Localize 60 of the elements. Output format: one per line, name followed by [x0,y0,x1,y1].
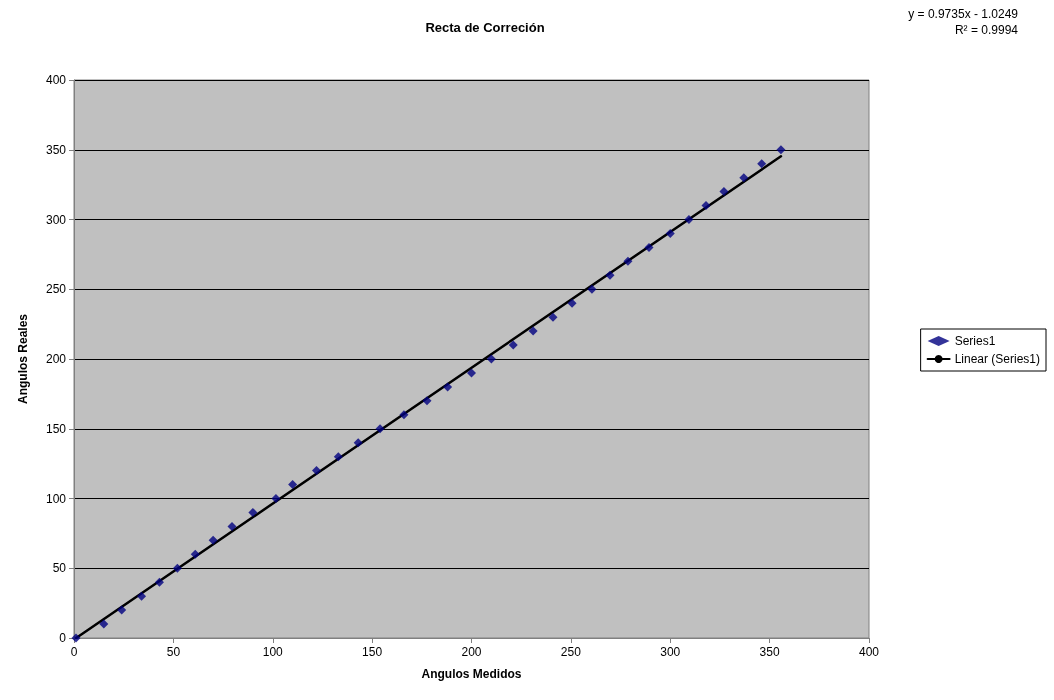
point [739,173,749,183]
point [353,438,363,448]
point [399,410,409,420]
point [137,591,147,601]
y-tick-label: 250 [45,282,67,297]
x-axis-title: Angulos Medidos [421,667,522,681]
x-tick-label: 200 [461,645,482,659]
point [271,494,281,503]
point [117,605,127,615]
y-tick-label: 300 [45,212,67,227]
point [467,368,476,378]
point [333,452,343,462]
y-axis-title: Angulos Reales [16,313,30,405]
x-tick-label: 150 [362,645,383,659]
point [528,326,538,336]
point [154,577,164,587]
x-tick-label: 50 [166,645,181,659]
point [644,242,654,252]
point [486,354,496,364]
point [548,312,558,322]
y-tick-label: 150 [45,421,67,436]
text: y = 0.9735x - 1.0249 [908,7,1019,21]
x-tick-label: 400 [858,645,880,659]
x-tick-label: 350 [759,645,780,659]
point [288,480,298,490]
x-tick-label: 0 [70,645,78,659]
point [719,187,729,197]
point [587,284,597,294]
point [776,145,786,155]
point [190,549,200,559]
text: R² = 0.9994 [954,23,1019,37]
point [375,424,385,434]
point [623,256,633,266]
point [208,535,218,545]
point [567,298,577,308]
point [605,270,615,280]
legend-label: Linear (Series1) [954,352,1040,366]
point [248,507,258,517]
point [227,521,237,531]
point [443,382,453,392]
y-tick-label: 400 [45,73,67,87]
y-tick-label: 50 [52,561,67,576]
x-tick-label: 300 [660,645,681,659]
chart-title: Recta de Correción [425,20,545,35]
point [99,619,109,629]
x-tick-label: 250 [560,645,582,659]
point [508,340,518,350]
point [422,396,432,406]
point [757,159,767,169]
point [665,228,675,238]
point [701,201,711,211]
y-tick-label: 0 [59,631,67,645]
legend-label: Series1 [954,334,996,348]
y-tick-label: 200 [45,352,67,366]
y-tick-label: 100 [45,491,67,506]
y-tick-label: 350 [45,142,67,157]
point [172,563,182,573]
point [311,466,321,476]
x-tick-label: 100 [262,645,284,659]
point [684,215,694,224]
